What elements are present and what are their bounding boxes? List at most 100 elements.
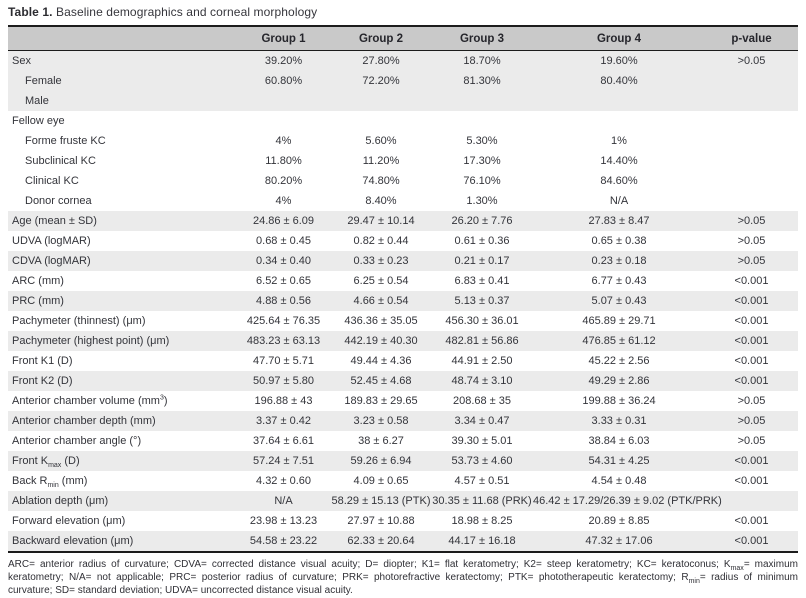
cell-value: 425.64 ± 76.35	[246, 315, 321, 327]
cell-value	[705, 91, 798, 111]
cell-value: 6.77 ± 0.43	[591, 275, 647, 287]
cell-value: 23.98 ± 13.23	[249, 515, 318, 527]
cell-value: >0.05	[737, 435, 766, 447]
cell-value: 4.88 ± 0.56	[256, 295, 311, 307]
cell-value: >0.05	[737, 235, 766, 247]
cell-value: <0.001	[734, 335, 769, 347]
cell-value: 81.30%	[463, 75, 501, 87]
cell-value	[705, 131, 798, 151]
cell-value: 27.80%	[362, 55, 400, 67]
row-label: Backward elevation (μm)	[8, 531, 236, 553]
table-row: Pachymeter (thinnest) (μm) 425.64 ± 76.35…	[8, 311, 798, 331]
cell-value	[705, 71, 798, 91]
cell-value: 0.21 ± 0.17	[454, 255, 510, 267]
cell-value: 0.23 ± 0.18	[591, 255, 647, 267]
table-row: Age (mean ± SD) 24.86 ± 6.09 29.47 ± 10.14…	[8, 211, 798, 231]
cell-value: 5.60%	[365, 135, 397, 147]
cell-value: 58.29 ± 15.13 (PTK)	[331, 495, 431, 507]
cell-value: 27.97 ± 10.88	[347, 515, 415, 527]
cell-value: 50.97 ± 5.80	[252, 375, 315, 387]
cell-value: 189.83 ± 29.65	[344, 395, 418, 407]
table-number: Table 1.	[8, 5, 53, 19]
row-label: Anterior chamber volume (mm3)	[12, 394, 168, 407]
table-row: Anterior chamber depth (mm) 3.37 ± 0.42 3.…	[8, 411, 798, 431]
cell-value: 49.44 ± 4.36	[350, 355, 412, 367]
cell-value: 80.40%	[600, 75, 638, 87]
table-row: Ablation depth (μm) N/A 58.29 ± 15.13 (PTK…	[8, 491, 798, 511]
header-p-value: p-value	[705, 25, 798, 51]
cell-value: 4%	[275, 135, 292, 147]
cell-value	[705, 171, 798, 191]
table-row: PRC (mm) 4.88 ± 0.56 4.66 ± 0.54 5.13 ± 0.3…	[8, 291, 798, 311]
cell-value: 30.35 ± 11.68 (PRK)	[432, 495, 532, 507]
table-row: Backward elevation (μm) 54.58 ± 23.22 62.3…	[8, 531, 798, 553]
cell-value: 199.88 ± 36.24	[582, 395, 656, 407]
row-label: Back Rmin (mm)	[12, 475, 88, 490]
row-label: UDVA (logMAR)	[12, 235, 91, 247]
cell-value: 465.89 ± 29.71	[582, 315, 656, 327]
cell-value: 19.60%	[600, 55, 638, 67]
row-label: Front K2 (D)	[12, 375, 73, 387]
row-label: PRC (mm)	[12, 295, 64, 307]
cell-value: 17.30%	[463, 155, 501, 167]
cell-value: 72.20%	[362, 75, 400, 87]
table-row: Front K2 (D) 50.97 ± 5.80 52.45 ± 4.68 48.7…	[8, 371, 798, 391]
cell-value: 482.81 ± 56.86	[445, 335, 519, 347]
cell-value: 74.80%	[362, 175, 400, 187]
header-group-2: Group 2	[331, 25, 431, 51]
cell-value: 52.45 ± 4.68	[350, 375, 412, 387]
table-row: CDVA (logMAR) 0.34 ± 0.40 0.33 ± 0.23 0.21 …	[8, 251, 798, 271]
cell-value: 57.24 ± 7.51	[252, 455, 315, 467]
table-row: Front Kmax (D) 57.24 ± 7.51 59.26 ± 6.94 53…	[8, 451, 798, 471]
row-label: Pachymeter (highest point) (μm)	[12, 335, 170, 347]
cell-value: 39.30 ± 5.01	[451, 435, 513, 447]
cell-value: 45.22 ± 2.56	[588, 355, 650, 367]
cell-value: <0.001	[734, 375, 769, 387]
row-label: Sex	[12, 55, 31, 67]
cell-value: 59.26 ± 6.94	[350, 455, 412, 467]
cell-value: 39.20%	[264, 55, 303, 67]
row-label: Forme fruste KC	[25, 135, 106, 147]
cell-value: 1.30%	[466, 195, 498, 207]
cell-value: <0.001	[734, 295, 769, 307]
cell-value: 11.80%	[265, 155, 302, 167]
table-row: Clinical KC 80.20% 74.80% 76.10% 84.60%	[8, 171, 798, 191]
cell-value: N/A	[609, 195, 629, 207]
cell-value: >0.05	[737, 395, 766, 407]
cell-value: <0.001	[705, 531, 798, 553]
cell-value	[533, 91, 705, 111]
cell-value: 14.40%	[600, 155, 638, 167]
cell-value: 6.52 ± 0.65	[256, 275, 311, 287]
cell-value: 208.68 ± 35	[452, 395, 512, 407]
cell-value: 4.66 ± 0.54	[353, 295, 409, 307]
cell-value: 18.98 ± 8.25	[451, 515, 513, 527]
cell-value: 47.70 ± 5.71	[252, 355, 315, 367]
table-row: Front K1 (D) 47.70 ± 5.71 49.44 ± 4.36 44.9…	[8, 351, 798, 371]
cell-value: 483.23 ± 63.13	[246, 335, 321, 347]
cell-value: 48.74 ± 3.10	[451, 375, 513, 387]
table-title: Table 1. Baseline demographics and corne…	[8, 5, 798, 19]
cell-value: 29.47 ± 10.14	[347, 215, 415, 227]
row-label: CDVA (logMAR)	[12, 255, 91, 267]
cell-value: 3.23 ± 0.58	[353, 415, 409, 427]
table-row: Female 60.80% 72.20% 81.30% 80.40%	[8, 71, 798, 91]
cell-value: <0.001	[734, 355, 769, 367]
cell-value: 6.83 ± 0.41	[454, 275, 510, 287]
cell-value: 0.65 ± 0.38	[591, 235, 647, 247]
cell-value: 26.20 ± 7.76	[451, 215, 513, 227]
row-label: Male	[25, 95, 49, 107]
cell-value: 3.37 ± 0.42	[256, 415, 311, 427]
cell-value: 76.10%	[463, 175, 501, 187]
row-label: Clinical KC	[25, 175, 79, 187]
row-label: Donor cornea	[25, 195, 92, 207]
row-label: Age (mean ± SD)	[12, 215, 97, 227]
cell-value	[331, 91, 431, 111]
header-group-4: Group 4	[533, 25, 705, 51]
header-group-3: Group 3	[431, 25, 533, 51]
table-row: Sex 39.20% 27.80% 18.70% 19.60% >0.05	[8, 50, 798, 71]
cell-value: 18.70%	[463, 55, 501, 67]
cell-value: 0.33 ± 0.23	[353, 255, 409, 267]
table-row: ARC (mm) 6.52 ± 0.65 6.25 ± 0.54 6.83 ± 0.4…	[8, 271, 798, 291]
cell-value: 456.30 ± 36.01	[445, 315, 519, 327]
row-label: Subclinical KC	[25, 155, 96, 167]
